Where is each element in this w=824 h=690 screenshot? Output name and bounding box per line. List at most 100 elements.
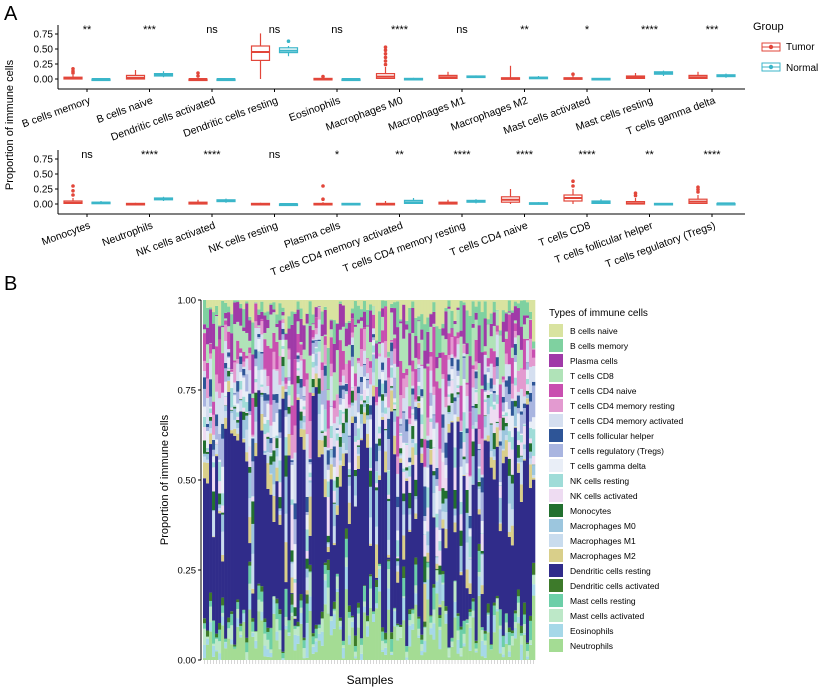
bar-segment — [257, 327, 261, 335]
bar-segment — [441, 600, 445, 660]
bar-segment — [525, 338, 530, 341]
bar-segment — [405, 320, 409, 325]
bar-segment — [516, 596, 521, 603]
bar-segment — [326, 613, 331, 660]
bar-segment — [323, 409, 328, 432]
bar-segment — [372, 396, 376, 612]
bar-segment — [263, 315, 267, 333]
bar-segment — [284, 625, 288, 630]
bar-segment — [203, 440, 207, 454]
bar-segment — [269, 454, 273, 456]
bar-segment — [212, 467, 216, 492]
bar-segment — [402, 372, 406, 379]
tumor-outlier — [196, 74, 200, 78]
bar-segment — [393, 302, 397, 309]
bar-segment — [375, 386, 379, 403]
bar-segment — [372, 306, 376, 315]
bar-segment — [522, 324, 527, 339]
significance-label: ** — [83, 24, 92, 36]
bar-segment — [372, 385, 376, 397]
bar-segment — [396, 556, 400, 559]
bar-segment — [369, 414, 373, 420]
bar-segment — [206, 431, 210, 449]
bar-segment — [308, 564, 312, 572]
bar-segment — [296, 394, 300, 398]
bar-segment — [384, 413, 388, 430]
legend-swatch — [549, 534, 563, 547]
bar-segment — [444, 610, 448, 614]
bar-segment — [242, 351, 246, 362]
bar-segment — [477, 480, 481, 482]
bar-segment — [384, 451, 388, 473]
bar-segment — [311, 633, 315, 637]
bar-segment — [486, 368, 491, 373]
bar-segment — [302, 325, 306, 350]
bar-segment — [516, 440, 521, 445]
bar-segment — [390, 367, 394, 378]
bar-segment — [284, 391, 288, 411]
bar-segment — [362, 406, 367, 413]
bar-segment — [396, 639, 400, 641]
bar-segment — [266, 419, 270, 433]
bar-segment — [501, 647, 506, 655]
bar-segment — [341, 645, 346, 648]
bar-segment — [441, 582, 445, 585]
bar-segment — [326, 347, 331, 390]
legend-swatch — [549, 429, 563, 442]
bar-segment — [405, 300, 409, 321]
bar-segment — [215, 444, 219, 455]
bar-segment — [423, 516, 427, 522]
bar-segment — [305, 594, 309, 604]
bar-segment — [320, 336, 325, 363]
bar-segment — [218, 398, 222, 434]
bar-segment — [257, 611, 261, 660]
bar-segment — [474, 300, 478, 307]
bar-segment — [402, 304, 406, 339]
bar-segment — [507, 531, 512, 537]
bar-segment — [525, 300, 530, 303]
bar-segment — [456, 385, 460, 388]
bar-segment — [381, 300, 385, 301]
bar-segment — [326, 543, 331, 547]
bar-segment — [447, 414, 451, 424]
bar-segment — [429, 628, 433, 635]
bar-segment — [522, 407, 527, 424]
bar-segment — [236, 433, 240, 441]
bar-segment — [245, 415, 249, 430]
bar-segment — [423, 534, 427, 557]
bar-segment — [465, 624, 469, 660]
bar-segment — [275, 456, 279, 468]
bar-segment — [432, 394, 436, 415]
bar-segment — [474, 422, 478, 429]
bar-segment — [260, 386, 264, 393]
bar-segment — [501, 416, 506, 418]
bar-segment — [453, 336, 457, 357]
bar-segment — [335, 505, 340, 515]
bar-segment — [365, 626, 370, 637]
bar-segment — [236, 403, 240, 413]
bar-segment — [528, 392, 533, 402]
bar-segment — [405, 657, 409, 660]
bar-segment — [221, 514, 225, 532]
bar-segment — [257, 370, 261, 391]
bar-segment — [287, 385, 291, 396]
bar-segment — [299, 387, 303, 400]
bar-segment — [453, 356, 457, 359]
bar-segment — [378, 438, 382, 446]
bar-segment — [356, 607, 361, 614]
bar-segment — [347, 435, 352, 437]
bar-segment — [426, 467, 430, 488]
bar-segment — [233, 392, 237, 394]
bar-segment — [230, 625, 234, 640]
bar-segment — [477, 325, 481, 364]
bar-segment — [323, 364, 328, 366]
bar-segment — [444, 613, 448, 624]
bar-segment — [369, 300, 373, 305]
bar-segment — [462, 456, 466, 460]
bar-segment — [408, 614, 412, 621]
bar-segment — [531, 584, 536, 596]
bar-segment — [441, 352, 445, 375]
bar-segment — [522, 460, 527, 603]
bar-segment — [483, 415, 488, 417]
legend-label: Macrophages M1 — [570, 536, 636, 546]
